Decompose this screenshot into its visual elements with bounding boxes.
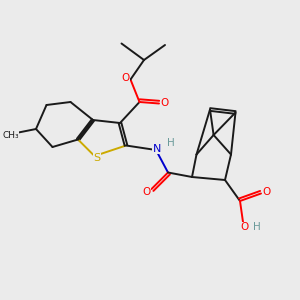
Text: O: O bbox=[142, 187, 150, 197]
Text: O: O bbox=[121, 73, 129, 83]
Text: O: O bbox=[240, 222, 249, 233]
Text: O: O bbox=[160, 98, 169, 108]
Text: H: H bbox=[253, 222, 260, 233]
Text: O: O bbox=[262, 187, 271, 197]
Text: N: N bbox=[152, 143, 161, 154]
Text: CH₃: CH₃ bbox=[2, 130, 19, 140]
Text: S: S bbox=[93, 153, 100, 164]
Text: H: H bbox=[167, 137, 175, 148]
